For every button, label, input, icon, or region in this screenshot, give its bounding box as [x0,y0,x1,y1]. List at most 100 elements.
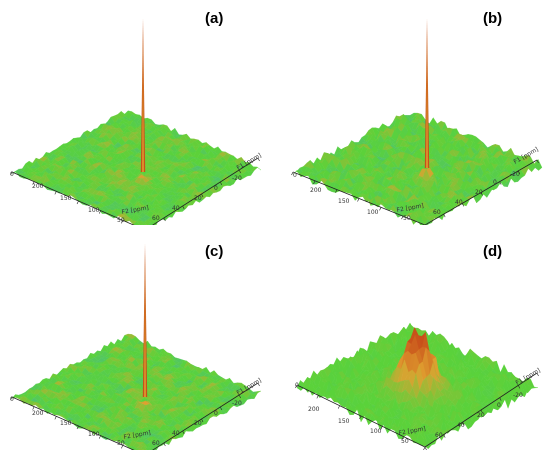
axis-tick [182,205,185,210]
axis-tick [295,384,298,389]
axis-tick [401,436,404,440]
x-tick: 100 [370,428,382,435]
corner-tick: 0 [295,382,299,389]
axis-tick [313,180,316,184]
axis-tick [480,192,483,196]
axis-tick [316,395,319,399]
panel-label: (b) [483,10,503,27]
axis-tick [257,157,260,162]
surface-cell [426,223,429,225]
surface-d [295,322,539,450]
corner-tick: 0 [10,171,14,178]
x-tick: 150 [338,418,350,425]
y-tick: 0 [497,402,501,409]
axis-tick [182,430,185,435]
y-tick: 60 [435,432,443,439]
axis-tick [337,405,340,409]
y-tick: 60 [152,215,160,222]
x-tick: 150 [338,198,350,205]
panel-a: 200 150 100 50 F2 [ppm] 60 40 20 0 -20 F… [0,0,275,225]
axis-tick [163,442,166,447]
panel-label: (d) [483,243,503,260]
panel-d: 200 150 100 50 F2 [ppm] 60 40 20 0 -20 F… [275,225,550,450]
x-tick: 200 [310,187,322,194]
axis-tick [291,171,294,176]
y-tick: 40 [455,199,463,206]
axis-tick [201,418,204,423]
axis-tick [54,416,57,420]
surface-cell [133,221,141,225]
x-tick: 50 [117,217,125,224]
axis-tick [462,203,465,207]
surface-a [10,18,262,225]
y-tick: 20 [194,420,202,427]
peak-highlight [144,253,146,397]
surface-b [291,18,543,225]
surface-plot-b: 200 150 100 50 F2 [ppm] 60 40 20 0 -20 F… [291,18,543,225]
axis-tick [76,200,79,205]
axis-tick [10,171,13,176]
axis-tick [335,189,338,193]
axis-tick [121,445,124,449]
y-tick: -20 [513,392,523,399]
panel-label: (c) [205,243,224,260]
x-tick: 200 [32,410,44,417]
x-tick: 50 [403,215,411,222]
axis-tick [518,385,521,389]
axis-tick [201,193,204,198]
panel-c: 200 150 100 50 F2 [ppm] 60 40 20 0 -20 F… [0,225,275,450]
axis-tick [238,394,241,399]
panel-b: 200 150 100 50 F2 [ppm] 60 40 20 0 -20 F… [275,0,550,225]
y-tick: 40 [457,422,465,429]
axis-tick [380,426,383,430]
axis-tick [443,434,446,438]
y-tick: 40 [172,205,180,212]
y-tick: 20 [475,189,483,196]
axis-tick [54,191,57,195]
y-tick: -20 [232,175,242,182]
x-tick: 150 [60,195,72,202]
x-axis-label: F2 [ppm] [398,425,426,437]
surface-plot-d: 200 150 100 50 F2 [ppm] 60 40 20 0 -20 F… [295,322,542,450]
x-tick: 100 [88,207,100,214]
x-axis-label: F2 [ppm] [121,204,149,216]
y-tick: 60 [152,440,160,447]
axis-tick [10,396,13,401]
y-tick: 40 [172,430,180,437]
axis-tick [518,170,521,174]
axis-tick [257,382,260,387]
x-tick: 100 [88,431,100,438]
axis-tick [76,425,79,430]
x-axis-label: F2 [ppm] [123,429,151,441]
surface-plot-a: 200 150 100 50 F2 [ppm] 60 40 20 0 -20 F… [10,18,263,225]
axes-c: 200 150 100 50 F2 [ppm] 60 40 20 0 -20 F… [10,377,263,447]
y-tick: 20 [477,412,485,419]
peak-highlight [426,28,428,168]
y-tick: 0 [214,185,218,192]
axis-tick [536,159,539,164]
axis-tick [536,372,539,377]
surface-plot-c: 200 150 100 50 F2 [ppm] 60 40 20 0 -20 F… [10,243,263,450]
corner-tick: 0 [293,172,297,179]
x-tick: 50 [401,438,409,445]
corner-tick: 0 [10,396,14,403]
axis-tick [32,406,35,410]
panel-label: (a) [205,10,224,27]
axis-tick [443,214,446,218]
axis-tick [220,406,223,411]
x-tick: 200 [32,183,44,190]
y-tick: 0 [493,179,497,186]
y-tick: -20 [510,171,520,178]
peak-highlight [142,28,144,172]
axis-tick [220,181,223,186]
surface-cell [151,219,159,225]
surface-cell [149,446,154,450]
axis-tick [238,169,241,174]
axis-tick [98,435,101,439]
surface-c [10,243,262,450]
x-tick: 50 [117,440,125,447]
axis-tick [32,181,35,185]
axis-tick [357,198,360,202]
x-tick: 200 [308,406,320,413]
